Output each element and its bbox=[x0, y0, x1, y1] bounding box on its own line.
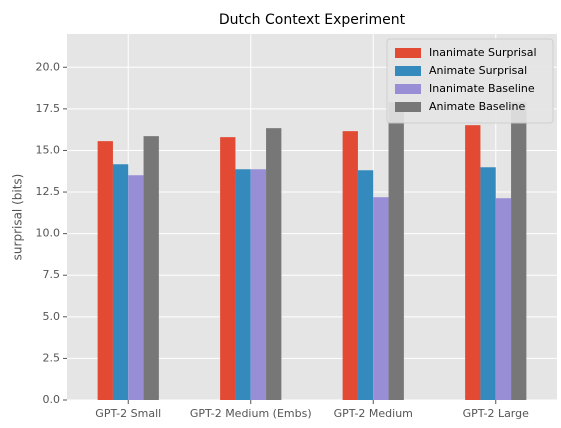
bar bbox=[266, 128, 282, 401]
y-tick-label: 10.0 bbox=[36, 227, 61, 240]
bar bbox=[357, 170, 374, 400]
bar bbox=[128, 175, 144, 400]
bar bbox=[373, 197, 389, 400]
x-tick-label: GPT-2 Medium bbox=[334, 407, 413, 420]
bar bbox=[250, 169, 267, 400]
bar bbox=[511, 102, 527, 400]
bar bbox=[388, 102, 404, 400]
y-axis-label: surprisal (bits) bbox=[11, 174, 25, 261]
y-tick-label: 20.0 bbox=[36, 60, 61, 73]
bar bbox=[112, 164, 129, 400]
bar bbox=[235, 169, 251, 400]
legend-box bbox=[386, 38, 554, 124]
legend-swatch bbox=[395, 84, 421, 94]
bar bbox=[143, 136, 159, 400]
bar bbox=[495, 198, 512, 400]
y-tick-label: 7.5 bbox=[43, 268, 61, 281]
y-tick-label: 2.5 bbox=[43, 351, 61, 364]
x-tick-label: GPT-2 Medium (Embs) bbox=[190, 407, 312, 420]
y-tick-label: 5.0 bbox=[43, 310, 61, 323]
y-tick-label: 0.0 bbox=[43, 393, 61, 406]
bar bbox=[220, 137, 236, 401]
x-tick-label: GPT-2 Large bbox=[463, 407, 530, 420]
bar bbox=[97, 141, 113, 400]
legend-swatch bbox=[395, 102, 421, 112]
y-tick-label: 15.0 bbox=[36, 143, 61, 156]
chart-title: Dutch Context Experiment bbox=[219, 12, 406, 28]
legend-swatch bbox=[395, 48, 421, 58]
legend-label: Animate Baseline bbox=[429, 100, 525, 113]
legend-label: Animate Surprisal bbox=[429, 64, 527, 77]
legend-label: Inanimate Surprisal bbox=[429, 46, 537, 59]
legend-swatch bbox=[395, 66, 421, 76]
y-tick-label: 17.5 bbox=[36, 102, 61, 115]
x-tick-label: GPT-2 Small bbox=[95, 407, 161, 420]
bar bbox=[342, 131, 358, 400]
y-tick-label: 12.5 bbox=[36, 185, 61, 198]
legend-label: Inanimate Baseline bbox=[429, 82, 535, 95]
bar bbox=[480, 167, 496, 400]
bar bbox=[465, 125, 481, 401]
